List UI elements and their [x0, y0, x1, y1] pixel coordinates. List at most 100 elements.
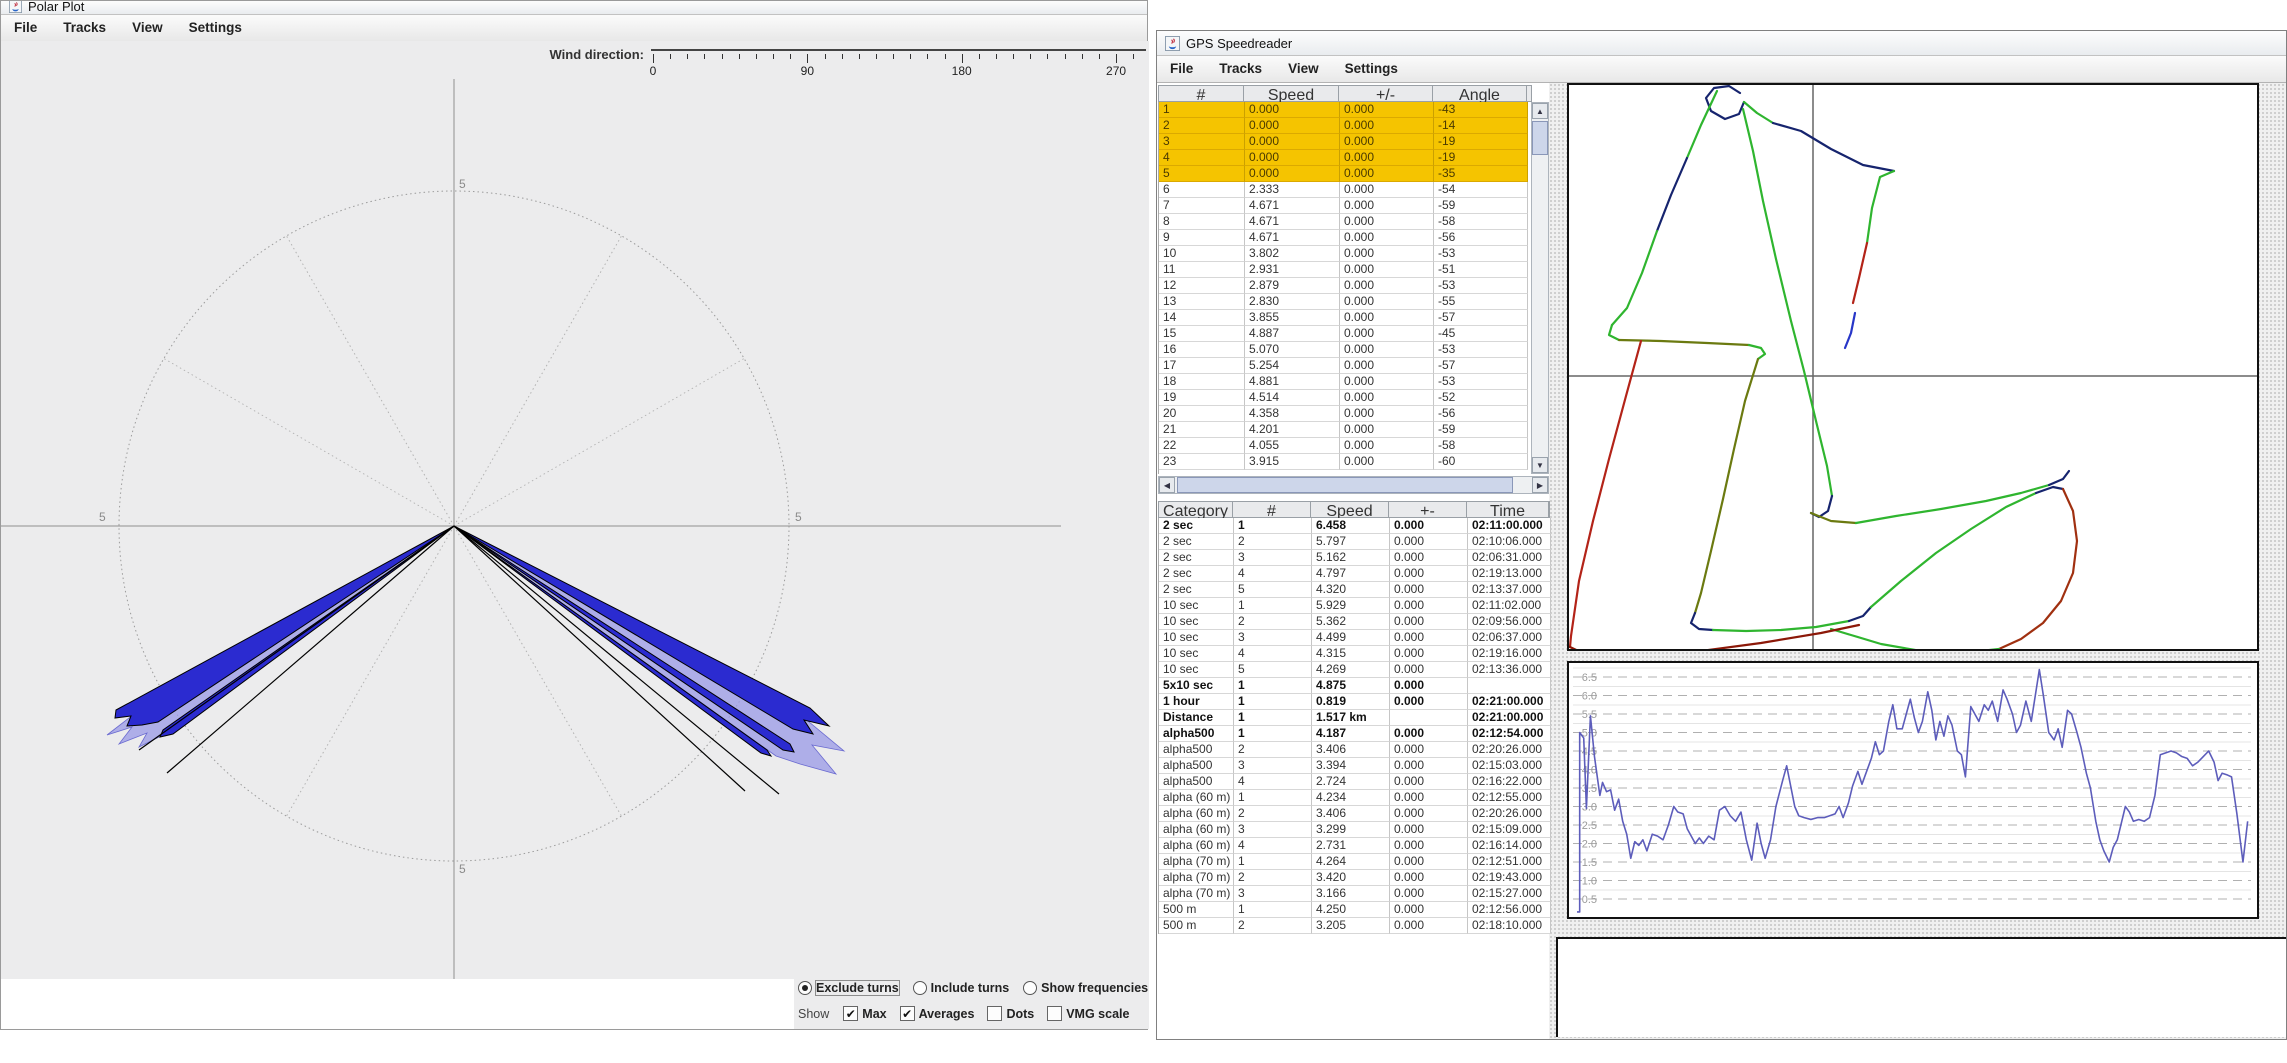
- result-row[interactable]: 10 sec 1 5.929 0.000 02:11:02.000: [1159, 598, 1551, 614]
- points-row[interactable]: 7 4.671 0.000 -59: [1159, 198, 1533, 214]
- scrollbar-thumb[interactable]: [1532, 121, 1548, 155]
- menu-settings[interactable]: Settings: [188, 20, 242, 35]
- column-header-[interactable]: #: [1233, 502, 1311, 520]
- cell: alpha (60 m): [1159, 838, 1234, 854]
- cell: 2: [1159, 118, 1245, 134]
- radio-show-frequencies[interactable]: Show frequencies: [1023, 981, 1148, 995]
- column-header-[interactable]: #: [1159, 86, 1244, 104]
- points-row[interactable]: 2 0.000 0.000 -14: [1159, 118, 1533, 134]
- result-row[interactable]: alpha500 1 4.187 0.000 02:12:54.000: [1159, 726, 1551, 742]
- points-row[interactable]: 12 2.879 0.000 -53: [1159, 278, 1533, 294]
- scroll-down-button[interactable]: ▼: [1532, 457, 1548, 473]
- checkbox-dots[interactable]: Dots: [987, 1006, 1034, 1021]
- menu-view[interactable]: View: [1288, 61, 1319, 76]
- result-row[interactable]: 10 sec 3 4.499 0.000 02:06:37.000: [1159, 630, 1551, 646]
- menu-file[interactable]: File: [14, 20, 38, 35]
- menu-tracks[interactable]: Tracks: [1219, 61, 1263, 76]
- menu-settings[interactable]: Settings: [1344, 61, 1398, 76]
- points-row[interactable]: 22 4.055 0.000 -58: [1159, 438, 1533, 454]
- menu-file[interactable]: File: [1170, 61, 1194, 76]
- cell: 2 sec: [1159, 566, 1234, 582]
- result-row[interactable]: alpha (60 m) 3 3.299 0.000 02:15:09.000: [1159, 822, 1551, 838]
- polar-title-bar[interactable]: Polar Plot: [1, 1, 1147, 15]
- points-row[interactable]: 10 3.802 0.000 -53: [1159, 246, 1533, 262]
- result-row[interactable]: 5x10 sec 1 4.875 0.000: [1159, 678, 1551, 694]
- cell: 10 sec: [1159, 662, 1234, 678]
- result-row[interactable]: alpha (60 m) 1 4.234 0.000 02:12:55.000: [1159, 790, 1551, 806]
- speed-chart-panel[interactable]: 6.5 6.0 5.5 5.0 4.5 4.0 3.5 3.0 2.5 2.0 1.5 1.0 0.5: [1567, 661, 2259, 919]
- result-row[interactable]: 2 sec 5 4.320 0.000 02:13:37.000: [1159, 582, 1551, 598]
- column-header-category[interactable]: Category: [1159, 502, 1233, 520]
- column-header-angle[interactable]: Angle: [1433, 86, 1527, 104]
- points-row[interactable]: 14 3.855 0.000 -57: [1159, 310, 1533, 326]
- result-row[interactable]: 2 sec 3 5.162 0.000 02:06:31.000: [1159, 550, 1551, 566]
- points-row[interactable]: 6 2.333 0.000 -54: [1159, 182, 1533, 198]
- result-row[interactable]: 10 sec 5 4.269 0.000 02:13:36.000: [1159, 662, 1551, 678]
- cell: 4.499: [1312, 630, 1390, 646]
- column-header-speed[interactable]: Speed: [1311, 502, 1389, 520]
- points-row[interactable]: 18 4.881 0.000 -53: [1159, 374, 1533, 390]
- cell: 02:12:55.000: [1468, 790, 1551, 806]
- points-row[interactable]: 1 0.000 0.000 -43: [1159, 102, 1533, 118]
- result-row[interactable]: alpha500 2 3.406 0.000 02:20:26.000: [1159, 742, 1551, 758]
- slider-tick: [824, 54, 826, 59]
- result-row[interactable]: alpha (70 m) 3 3.166 0.000 02:15:27.000: [1159, 886, 1551, 902]
- result-row[interactable]: 500 m 1 4.250 0.000 02:12:56.000: [1159, 902, 1551, 918]
- points-row[interactable]: 16 5.070 0.000 -53: [1159, 342, 1533, 358]
- points-row[interactable]: 23 3.915 0.000 -60: [1159, 454, 1533, 470]
- result-row[interactable]: alpha (70 m) 1 4.264 0.000 02:12:51.000: [1159, 854, 1551, 870]
- result-row[interactable]: 500 m 2 3.205 0.000 02:18:10.000: [1159, 918, 1551, 934]
- points-row[interactable]: 3 0.000 0.000 -19: [1159, 134, 1533, 150]
- result-row[interactable]: 10 sec 4 4.315 0.000 02:19:16.000: [1159, 646, 1551, 662]
- checkbox-vmg-scale[interactable]: VMG scale: [1047, 1006, 1129, 1021]
- points-row[interactable]: 19 4.514 0.000 -52: [1159, 390, 1533, 406]
- result-row[interactable]: 2 sec 4 4.797 0.000 02:19:13.000: [1159, 566, 1551, 582]
- points-row[interactable]: 13 2.830 0.000 -55: [1159, 294, 1533, 310]
- scroll-right-button[interactable]: ▶: [1532, 477, 1548, 493]
- scroll-left-button[interactable]: ◀: [1159, 477, 1175, 493]
- points-row[interactable]: 20 4.358 0.000 -56: [1159, 406, 1533, 422]
- result-row[interactable]: 1 hour 1 0.819 0.000 02:21:00.000: [1159, 694, 1551, 710]
- scroll-up-button[interactable]: ▲: [1532, 103, 1548, 119]
- result-row[interactable]: alpha (60 m) 2 3.406 0.000 02:20:26.000: [1159, 806, 1551, 822]
- cell: 2 sec: [1159, 518, 1234, 534]
- points-row[interactable]: 11 2.931 0.000 -51: [1159, 262, 1533, 278]
- menu-tracks[interactable]: Tracks: [63, 20, 107, 35]
- points-vertical-scrollbar[interactable]: ▲ ▼: [1531, 102, 1549, 474]
- result-row[interactable]: alpha (70 m) 2 3.420 0.000 02:19:43.000: [1159, 870, 1551, 886]
- checkbox-max[interactable]: ✔ Max: [843, 1006, 887, 1021]
- result-row[interactable]: 2 sec 2 5.797 0.000 02:10:06.000: [1159, 534, 1551, 550]
- result-row[interactable]: alpha500 3 3.394 0.000 02:15:03.000: [1159, 758, 1551, 774]
- scrollbar-thumb[interactable]: [1177, 477, 1513, 493]
- result-row[interactable]: 10 sec 2 5.362 0.000 02:09:56.000: [1159, 614, 1551, 630]
- points-horizontal-scrollbar[interactable]: ◀ ▶: [1158, 476, 1549, 494]
- gps-title-bar[interactable]: GPS Speedreader: [1157, 31, 2286, 56]
- result-row[interactable]: Distance 1 1.517 km 02:21:00.000: [1159, 710, 1551, 726]
- column-header-speed[interactable]: Speed: [1244, 86, 1339, 104]
- track-map-panel[interactable]: [1567, 83, 2259, 651]
- svg-text:2.5: 2.5: [1582, 820, 1597, 832]
- points-row[interactable]: 4 0.000 0.000 -19: [1159, 150, 1533, 166]
- points-row[interactable]: 9 4.671 0.000 -56: [1159, 230, 1533, 246]
- result-row[interactable]: alpha (60 m) 4 2.731 0.000 02:16:14.000: [1159, 838, 1551, 854]
- points-row[interactable]: 17 5.254 0.000 -57: [1159, 358, 1533, 374]
- cell: 02:12:51.000: [1468, 854, 1551, 870]
- column-header-time[interactable]: Time: [1467, 502, 1549, 520]
- points-row[interactable]: 8 4.671 0.000 -58: [1159, 214, 1533, 230]
- cell: -57: [1434, 358, 1528, 374]
- menu-view[interactable]: View: [132, 20, 163, 35]
- points-row[interactable]: 5 0.000 0.000 -35: [1159, 166, 1533, 182]
- points-row[interactable]: 15 4.887 0.000 -45: [1159, 326, 1533, 342]
- cell: 4.671: [1245, 214, 1340, 230]
- cell: 5: [1159, 166, 1245, 182]
- radio-exclude-turns[interactable]: Exclude turns: [798, 980, 900, 996]
- column-header-[interactable]: +-: [1389, 502, 1467, 520]
- result-row[interactable]: alpha500 4 2.724 0.000 02:16:22.000: [1159, 774, 1551, 790]
- points-row[interactable]: 21 4.201 0.000 -59: [1159, 422, 1533, 438]
- cell: -58: [1434, 214, 1528, 230]
- checkbox-averages[interactable]: ✔ Averages: [899, 1006, 974, 1021]
- wind-direction-slider[interactable]: [651, 49, 1146, 51]
- result-row[interactable]: 2 sec 1 6.458 0.000 02:11:00.000: [1159, 518, 1551, 534]
- radio-include-turns[interactable]: Include turns: [912, 981, 1009, 995]
- column-header-[interactable]: +/-: [1339, 86, 1433, 104]
